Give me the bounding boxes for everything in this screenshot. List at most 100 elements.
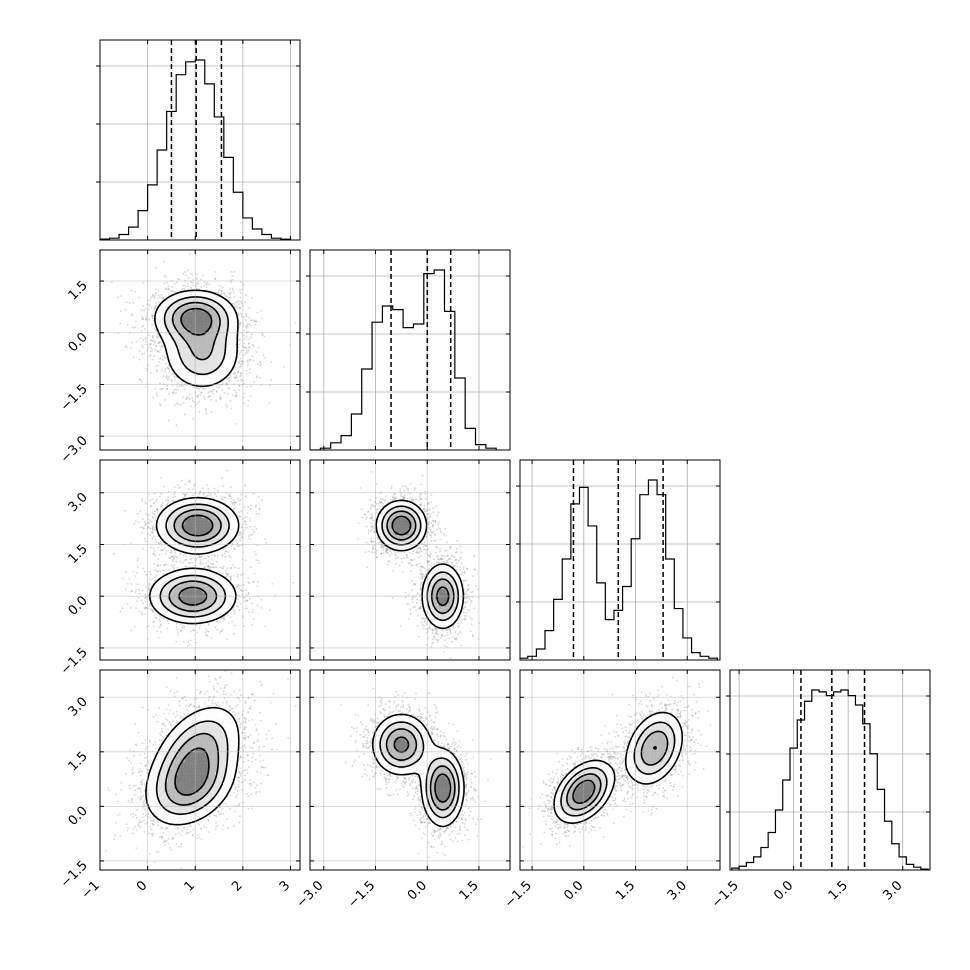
scatter-point bbox=[248, 517, 251, 520]
scatter-point bbox=[150, 342, 152, 345]
scatter-point bbox=[229, 375, 232, 377]
scatter-point bbox=[128, 302, 131, 304]
scatter-point bbox=[188, 480, 190, 483]
scatter-point bbox=[179, 560, 182, 563]
density-cell bbox=[225, 372, 230, 376]
density-cell bbox=[194, 348, 199, 353]
scatter-point bbox=[158, 301, 160, 304]
scatter-point bbox=[257, 363, 260, 366]
scatter-point bbox=[136, 600, 138, 603]
scatter-point bbox=[181, 625, 184, 627]
scatter-point bbox=[164, 288, 167, 290]
scatter-point bbox=[245, 373, 248, 375]
scatter-point bbox=[237, 361, 240, 364]
scatter-point bbox=[153, 527, 156, 529]
density-cell bbox=[228, 361, 233, 366]
scatter-point bbox=[189, 558, 192, 561]
density-cell bbox=[225, 358, 230, 363]
scatter-point bbox=[198, 627, 201, 630]
scatter-point bbox=[235, 395, 238, 398]
scatter-point bbox=[132, 326, 134, 329]
density-cell bbox=[188, 317, 192, 322]
scatter-point bbox=[198, 410, 201, 413]
density-cell bbox=[154, 314, 159, 319]
scatter-point bbox=[246, 599, 249, 602]
scatter-point bbox=[196, 631, 199, 634]
density-cell bbox=[184, 317, 189, 322]
scatter-point bbox=[163, 356, 166, 359]
density-cell bbox=[188, 358, 192, 363]
scatter-point bbox=[207, 487, 210, 490]
scatter-point bbox=[245, 324, 248, 327]
scatter-point bbox=[207, 564, 210, 567]
scatter-point bbox=[181, 493, 184, 495]
scatter-point bbox=[161, 501, 164, 504]
scatter-point bbox=[200, 555, 202, 558]
density-cell bbox=[181, 375, 186, 380]
scatter-point bbox=[153, 341, 156, 344]
scatter-point bbox=[243, 334, 245, 337]
scatter-point bbox=[182, 385, 185, 388]
scatter-point bbox=[183, 626, 186, 628]
density-cell bbox=[208, 375, 213, 380]
scatter-point bbox=[151, 527, 154, 529]
scatter-point bbox=[244, 559, 247, 562]
scatter-point bbox=[228, 296, 231, 299]
scatter-point bbox=[243, 392, 246, 395]
density-cell bbox=[191, 297, 196, 302]
scatter-point bbox=[124, 509, 127, 512]
scatter-point bbox=[175, 376, 178, 378]
density-cell bbox=[215, 338, 220, 342]
density-cell bbox=[208, 368, 213, 373]
scatter-point bbox=[233, 503, 236, 506]
density-cell bbox=[222, 358, 226, 363]
density-cell bbox=[215, 358, 220, 363]
scatter-point bbox=[206, 565, 209, 568]
scatter-point bbox=[173, 486, 176, 489]
density-cell bbox=[167, 324, 172, 329]
density-cell bbox=[201, 365, 206, 370]
density-cell bbox=[198, 294, 203, 298]
density-cell bbox=[198, 327, 203, 332]
density-cell bbox=[161, 327, 165, 332]
density-cell bbox=[228, 338, 233, 342]
scatter-point bbox=[149, 603, 151, 605]
density-cell bbox=[205, 327, 209, 332]
density-cell bbox=[181, 351, 186, 356]
density-cell bbox=[188, 361, 192, 366]
scatter-point bbox=[232, 501, 235, 504]
scatter-point bbox=[226, 295, 228, 298]
density-cell bbox=[167, 338, 172, 342]
scatter-point bbox=[141, 318, 143, 321]
scatter-point bbox=[214, 278, 217, 281]
scatter-point bbox=[147, 308, 150, 311]
scatter-point bbox=[236, 575, 239, 578]
density-cell bbox=[188, 348, 192, 353]
scatter-point bbox=[204, 565, 206, 568]
density-cell bbox=[222, 344, 226, 349]
scatter-point bbox=[223, 617, 226, 620]
scatter-point bbox=[148, 589, 150, 591]
density-cell bbox=[215, 378, 220, 383]
density-cell bbox=[188, 375, 192, 380]
scatter-point bbox=[150, 350, 153, 353]
scatter-point bbox=[201, 387, 204, 390]
scatter-point bbox=[152, 294, 155, 297]
scatter-point bbox=[153, 501, 155, 504]
scatter-point bbox=[198, 555, 200, 557]
scatter-point bbox=[248, 346, 251, 349]
scatter-point bbox=[129, 590, 132, 593]
scatter-point bbox=[215, 390, 218, 393]
density-cell bbox=[205, 300, 209, 305]
scatter-point bbox=[166, 387, 168, 390]
density-cell bbox=[174, 297, 179, 302]
density-cell bbox=[194, 341, 199, 346]
scatter-point bbox=[130, 314, 133, 317]
scatter-point bbox=[196, 387, 199, 389]
density-cell bbox=[191, 348, 196, 353]
scatter-point bbox=[251, 533, 254, 536]
density-cell bbox=[194, 307, 199, 312]
scatter-point bbox=[246, 359, 249, 362]
density-cell bbox=[201, 297, 206, 302]
